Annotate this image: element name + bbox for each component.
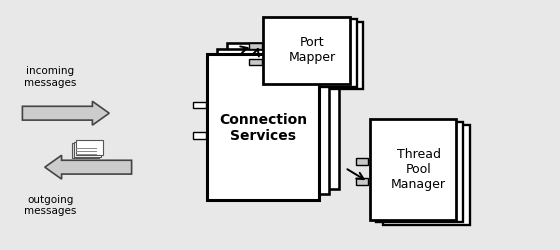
FancyArrow shape	[22, 102, 109, 126]
Bar	[356, 158, 368, 165]
Bar	[193, 132, 206, 139]
Bar	[383, 125, 470, 225]
Text: incoming
messages: incoming messages	[24, 66, 77, 88]
Text: Thread
Pool
Manager: Thread Pool Manager	[391, 147, 446, 190]
Bar	[74, 142, 101, 157]
Text: Connection
Services: Connection Services	[219, 112, 307, 142]
Bar	[370, 120, 456, 220]
Bar	[277, 22, 363, 90]
Text: outgoing
messages: outgoing messages	[24, 194, 77, 215]
Bar	[193, 102, 206, 109]
Text: Port
Mapper: Port Mapper	[288, 36, 336, 64]
Bar	[270, 20, 357, 87]
FancyArrow shape	[45, 156, 132, 180]
Bar	[227, 44, 339, 189]
Bar	[356, 178, 368, 185]
Bar	[217, 50, 329, 195]
Bar	[249, 60, 262, 66]
Bar	[207, 55, 319, 200]
Bar	[376, 122, 463, 222]
Bar	[263, 18, 350, 85]
Bar	[76, 141, 103, 156]
Bar	[72, 144, 99, 159]
Bar	[249, 44, 262, 50]
